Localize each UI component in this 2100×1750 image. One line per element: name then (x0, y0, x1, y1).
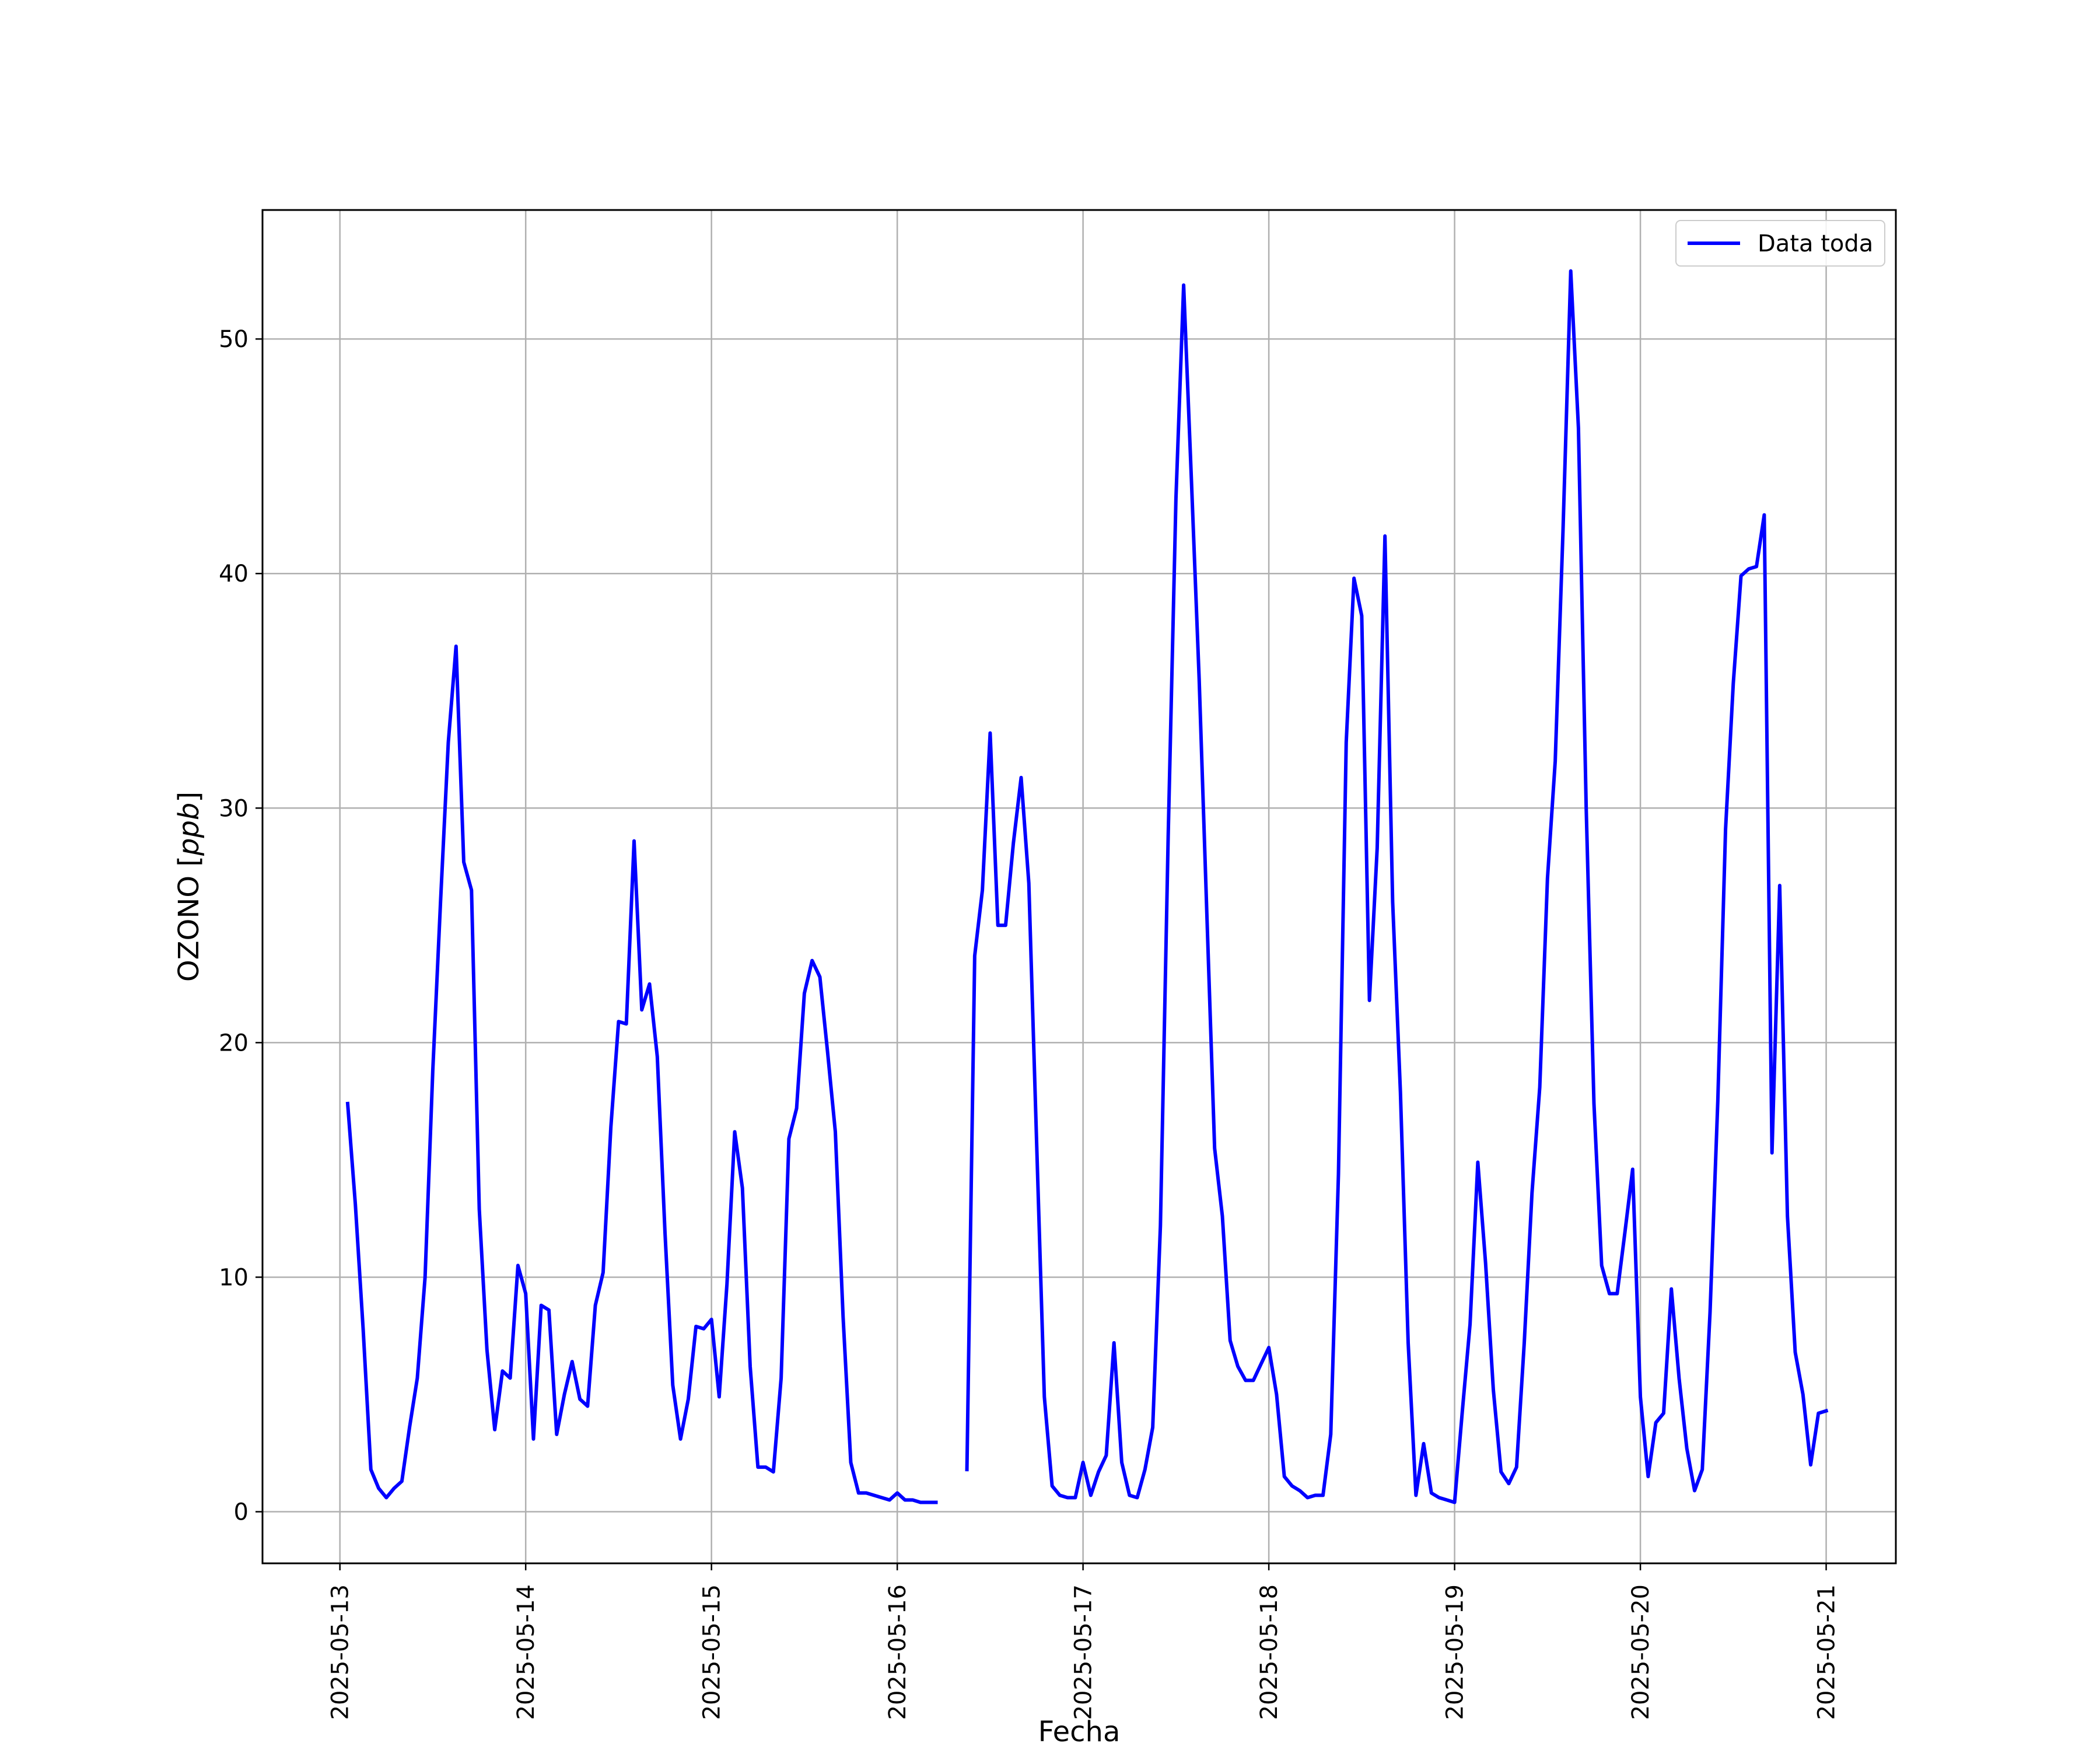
y-tick-label: 0 (234, 1499, 249, 1526)
plot-area-frame (261, 209, 1897, 1564)
x-axis-label: Fecha (1038, 1716, 1121, 1748)
x-tick-label: 2025-05-18 (1256, 1584, 1283, 1720)
legend: Data toda (1675, 220, 1885, 267)
y-tick-label: 50 (219, 326, 249, 353)
x-tick-label: 2025-05-15 (699, 1584, 726, 1720)
series-layer (345, 269, 1829, 1504)
y-axis-label: OZONO [ppb] (173, 792, 205, 982)
y-tick-label: 20 (219, 1030, 249, 1056)
y-axis-label-main: OZONO (173, 867, 205, 982)
x-axis-ticks: 2025-05-13 2025-05-14 2025-05-15 2025-05-16… (327, 1563, 1840, 1720)
legend-label-data-toda: Data toda (1758, 230, 1873, 257)
x-tick-label: 2025-05-19 (1442, 1584, 1469, 1720)
y-axis-label-unit: ppb (173, 803, 205, 856)
series-line-0 (345, 269, 1829, 1504)
y-tick-label: 40 (219, 561, 249, 587)
y-axis-ticks: 0 10 20 30 40 50 (219, 326, 262, 1526)
x-tick-label: 2025-05-14 (513, 1584, 540, 1720)
y-axis-label-bracket-close: ] (173, 792, 205, 803)
y-gridlines (262, 338, 1896, 1513)
x-tick-label: 2025-05-13 (327, 1584, 354, 1720)
y-tick-label: 10 (219, 1264, 249, 1291)
x-tick-label: 2025-05-17 (1070, 1584, 1097, 1720)
x-tick-label: 2025-05-21 (1814, 1584, 1840, 1720)
y-tick-label: 30 (219, 795, 249, 822)
x-tick-label: 2025-05-20 (1628, 1584, 1654, 1720)
x-tick-label: 2025-05-16 (884, 1584, 911, 1720)
x-gridlines (339, 210, 1827, 1563)
y-axis-label-bracket-open: [ (173, 856, 205, 867)
legend-box (1675, 220, 1885, 267)
